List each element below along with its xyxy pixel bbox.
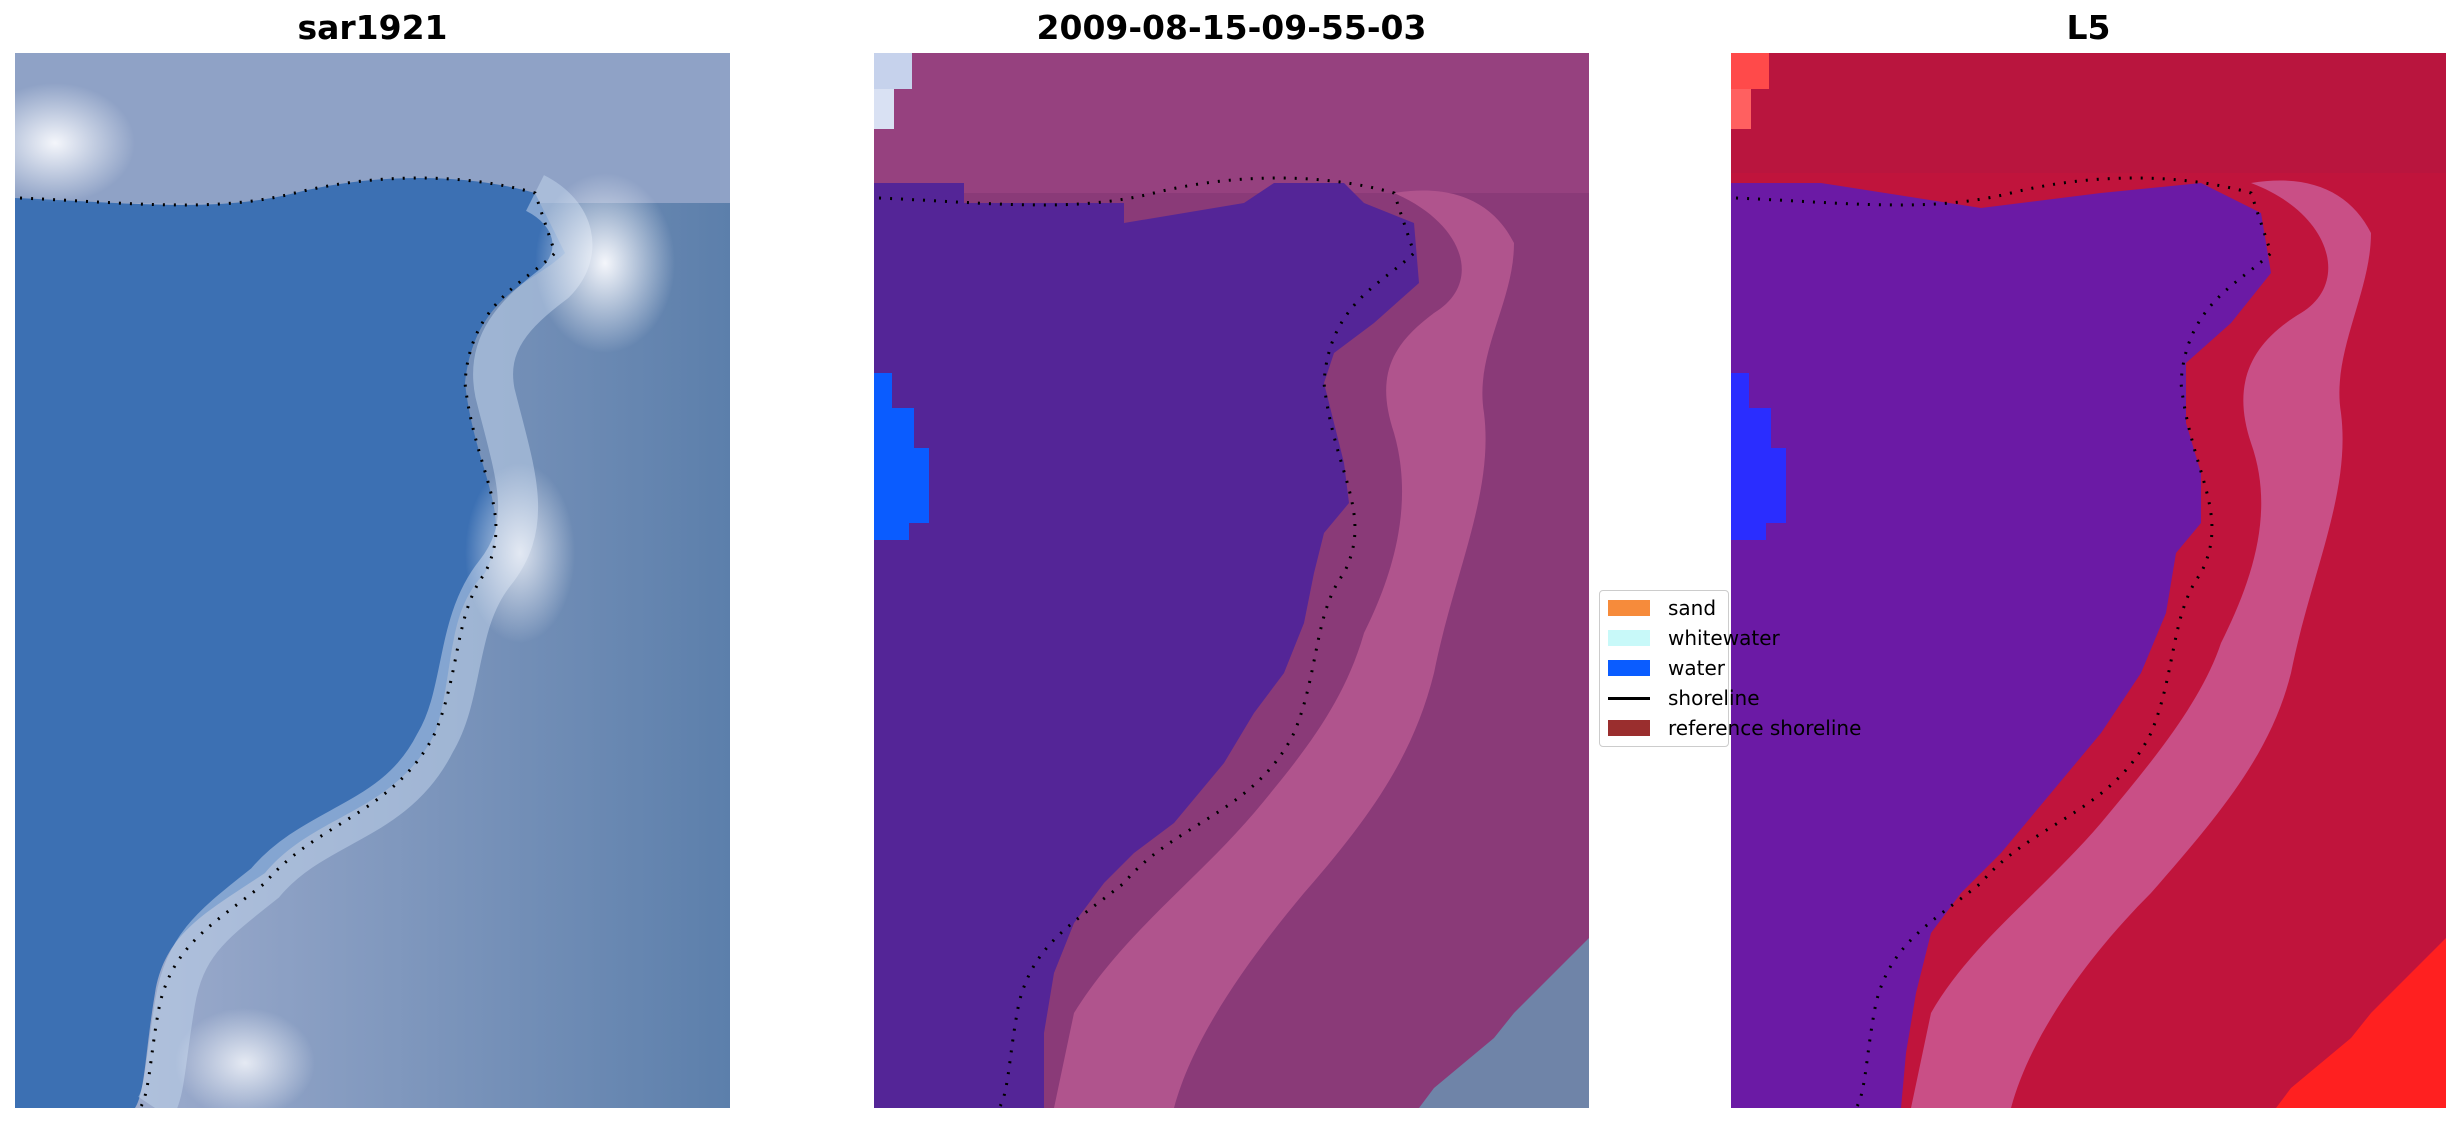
- classified-image-panel: [874, 53, 1589, 1108]
- legend-swatch-reference-shoreline: [1608, 720, 1650, 736]
- legend: sand whitewater water shoreline referenc…: [1599, 590, 1861, 747]
- legend-line-shoreline: [1608, 696, 1650, 700]
- legend-swatch-sand: [1608, 600, 1650, 616]
- legend-item-reference-shoreline: reference shoreline: [1608, 713, 1861, 743]
- legend-label-sand: sand: [1668, 596, 1717, 620]
- panel-title-rgb: sar1921: [297, 8, 448, 47]
- legend-item-whitewater: whitewater: [1608, 623, 1780, 653]
- legend-label-whitewater: whitewater: [1668, 626, 1780, 650]
- legend-item-water: water: [1608, 653, 1725, 683]
- panel-title-classified: 2009-08-15-09-55-03: [1036, 8, 1427, 47]
- panel-title-mndwi: L5: [2066, 8, 2111, 47]
- legend-label-shoreline: shoreline: [1668, 686, 1760, 710]
- rgb-image-panel: [15, 53, 730, 1108]
- legend-item-shoreline: shoreline: [1608, 683, 1760, 713]
- legend-swatch-whitewater: [1608, 630, 1650, 646]
- legend-label-water: water: [1668, 656, 1725, 680]
- legend-item-sand: sand: [1608, 593, 1716, 623]
- legend-swatch-water: [1608, 660, 1650, 676]
- mndwi-image-panel: [1731, 53, 2446, 1108]
- legend-label-reference-shoreline: reference shoreline: [1668, 716, 1862, 740]
